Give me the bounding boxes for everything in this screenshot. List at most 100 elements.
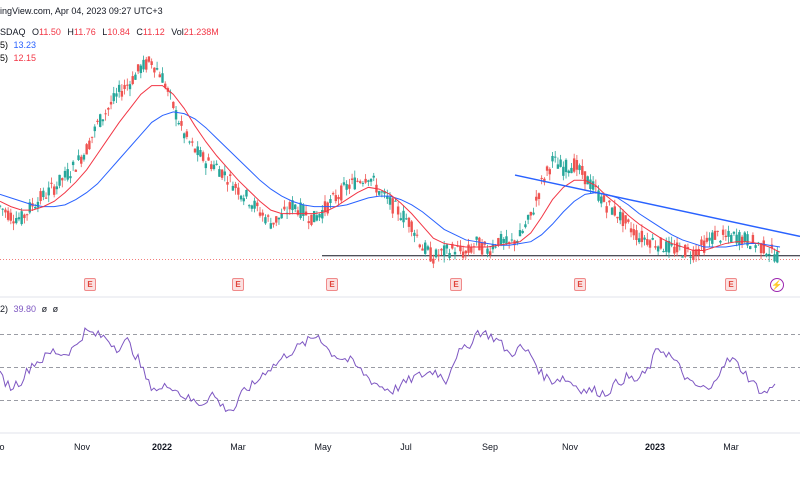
candle-body xyxy=(572,158,576,172)
candle-body xyxy=(34,207,37,209)
candle-body xyxy=(494,246,497,248)
candle-body xyxy=(386,196,389,199)
candle-body xyxy=(218,169,221,177)
candle-body xyxy=(226,182,229,185)
candle-body xyxy=(716,230,719,232)
candle-body xyxy=(692,249,695,261)
candle-body xyxy=(380,191,384,193)
low-value: 10.84 xyxy=(107,27,130,37)
candle-body xyxy=(705,237,709,242)
x-axis-tick: 2023 xyxy=(644,442,666,452)
candle-body xyxy=(210,164,213,170)
candle-body xyxy=(640,230,644,243)
candle-body xyxy=(518,230,522,237)
candle-body xyxy=(264,217,267,224)
candle-body xyxy=(743,232,746,242)
earnings-marker[interactable]: E xyxy=(232,278,244,291)
candle-body xyxy=(128,84,132,90)
candle-body xyxy=(767,253,771,256)
candle-body xyxy=(145,59,148,70)
candle-body xyxy=(182,133,186,139)
candle-body xyxy=(147,56,151,62)
candle-body xyxy=(280,213,283,219)
candle-body xyxy=(44,197,48,199)
candle-body xyxy=(294,204,297,210)
rsi-extra-1: ø xyxy=(41,304,48,314)
candle-body xyxy=(405,218,408,220)
candle-body xyxy=(646,239,649,245)
candle-body xyxy=(656,246,660,252)
candle-body xyxy=(770,244,774,249)
earnings-marker[interactable]: E xyxy=(725,278,737,291)
candle-body xyxy=(399,218,403,220)
candle-body xyxy=(180,121,183,126)
candle-body xyxy=(142,59,145,70)
ma-fast-label: 5) xyxy=(0,53,9,63)
candle-body xyxy=(562,166,565,176)
candle-body xyxy=(415,234,419,236)
candle-body xyxy=(174,110,178,120)
ma-slow-legend[interactable]: 5) 13.23 xyxy=(0,40,36,50)
candle-body xyxy=(510,239,514,241)
candle-body xyxy=(104,113,107,115)
candle-body xyxy=(497,238,500,246)
candle-body xyxy=(275,216,278,223)
candle-body xyxy=(207,157,210,161)
candle-body xyxy=(605,206,608,213)
open-label: O xyxy=(32,27,40,37)
candle-body xyxy=(521,230,524,233)
candle-body xyxy=(296,210,300,215)
candle-body xyxy=(602,195,606,202)
earnings-marker[interactable]: E xyxy=(326,278,338,291)
candle-body xyxy=(0,205,2,207)
candle-body xyxy=(188,141,191,143)
candle-body xyxy=(196,146,199,156)
candle-body xyxy=(193,148,197,153)
candle-body xyxy=(350,178,354,180)
candle-body xyxy=(654,246,657,248)
candle-body xyxy=(564,159,568,173)
rsi-value: 39.80 xyxy=(13,304,37,314)
candle-body xyxy=(331,193,335,195)
candle-body xyxy=(537,193,541,199)
candle-body xyxy=(71,161,75,166)
earnings-marker[interactable]: E xyxy=(84,278,96,291)
ma-fast-legend[interactable]: 5) 12.15 xyxy=(0,53,36,63)
candle-body xyxy=(150,61,153,65)
candle-body xyxy=(651,237,654,240)
rsi-line xyxy=(0,327,776,413)
candle-body xyxy=(177,123,180,125)
earnings-marker[interactable]: E xyxy=(450,278,462,291)
candle-body xyxy=(600,196,603,204)
candle-body xyxy=(63,170,67,178)
candle-body xyxy=(727,230,730,237)
x-axis-tick: o xyxy=(0,442,5,452)
candle-body xyxy=(394,200,397,202)
candle-body xyxy=(749,246,752,250)
earnings-marker[interactable]: E xyxy=(574,278,586,291)
ma-fast-line xyxy=(0,85,781,253)
candle-body xyxy=(318,214,321,218)
candle-body xyxy=(1,208,4,210)
x-axis-tick: Mar xyxy=(230,442,246,452)
candle-body xyxy=(448,252,451,258)
dividend-flash-icon[interactable]: ⚡ xyxy=(770,278,784,292)
candle-body xyxy=(52,186,56,195)
candle-body xyxy=(326,202,329,214)
candle-body xyxy=(345,184,348,190)
rsi-legend[interactable]: 2) 39.80 ø ø xyxy=(0,304,58,314)
candle-body xyxy=(673,246,676,254)
candle-body xyxy=(410,221,413,233)
candle-body xyxy=(242,198,245,202)
candle-body xyxy=(773,254,776,262)
candle-body xyxy=(467,244,470,253)
ma-slow-label: 5) xyxy=(0,40,9,50)
candle-body xyxy=(759,243,763,254)
candle-body xyxy=(25,214,29,216)
candle-body xyxy=(489,251,492,255)
candle-body xyxy=(117,84,121,92)
candle-body xyxy=(185,131,189,137)
candle-body xyxy=(648,240,652,248)
